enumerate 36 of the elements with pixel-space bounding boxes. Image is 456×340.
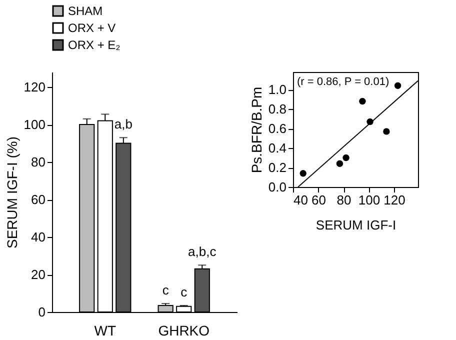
x-tick-label: GHRKO [158, 322, 210, 338]
legend-label: ORX + E₂ [68, 38, 121, 52]
x-tick-label: WT [94, 322, 116, 338]
data-label: a,b [114, 116, 132, 132]
y-tick-label: 100 [24, 117, 46, 132]
legend-label: ORX + V [68, 21, 116, 35]
y-tick-label: 0.6 [268, 121, 286, 136]
x-tick-label: 100 [358, 192, 380, 208]
y-tick-label: 40 [31, 230, 46, 244]
data-label: c [162, 282, 170, 298]
annotation: (r = 0.86, P = 0.01) [297, 76, 390, 88]
legend-label: SHAM [68, 4, 103, 18]
x-tick-label: 60 [312, 192, 326, 208]
y-axis-title: Ps.BFR/B.Pm [248, 86, 264, 174]
y-tick-label: 0.8 [268, 102, 286, 117]
y-tick-label: 0.2 [268, 160, 286, 176]
data-label: a,b,c [188, 244, 217, 260]
y-tick-label: 0.0 [268, 180, 286, 194]
y-tick-label: 1.0 [268, 82, 286, 98]
x-tick-label: 40 [294, 192, 308, 208]
point [359, 98, 366, 105]
x-tick-label: 120 [384, 192, 406, 208]
y-tick-label: 0.4 [268, 140, 286, 156]
point [394, 82, 402, 89]
y-tick-label: 0 [38, 304, 46, 320]
point [342, 154, 350, 162]
x-axis-title: SERUM IGF-I [316, 218, 396, 232]
x-tick-label: 80 [336, 192, 352, 208]
point [336, 160, 344, 167]
y-tick-label: 20 [31, 267, 46, 282]
point [383, 128, 390, 135]
y-tick-label: 80 [31, 154, 46, 170]
point [300, 170, 306, 177]
y-tick-label: 120 [24, 80, 46, 94]
data-label: c [180, 284, 188, 300]
y-axis-title: SERUM IGF-I (%) [4, 136, 20, 248]
